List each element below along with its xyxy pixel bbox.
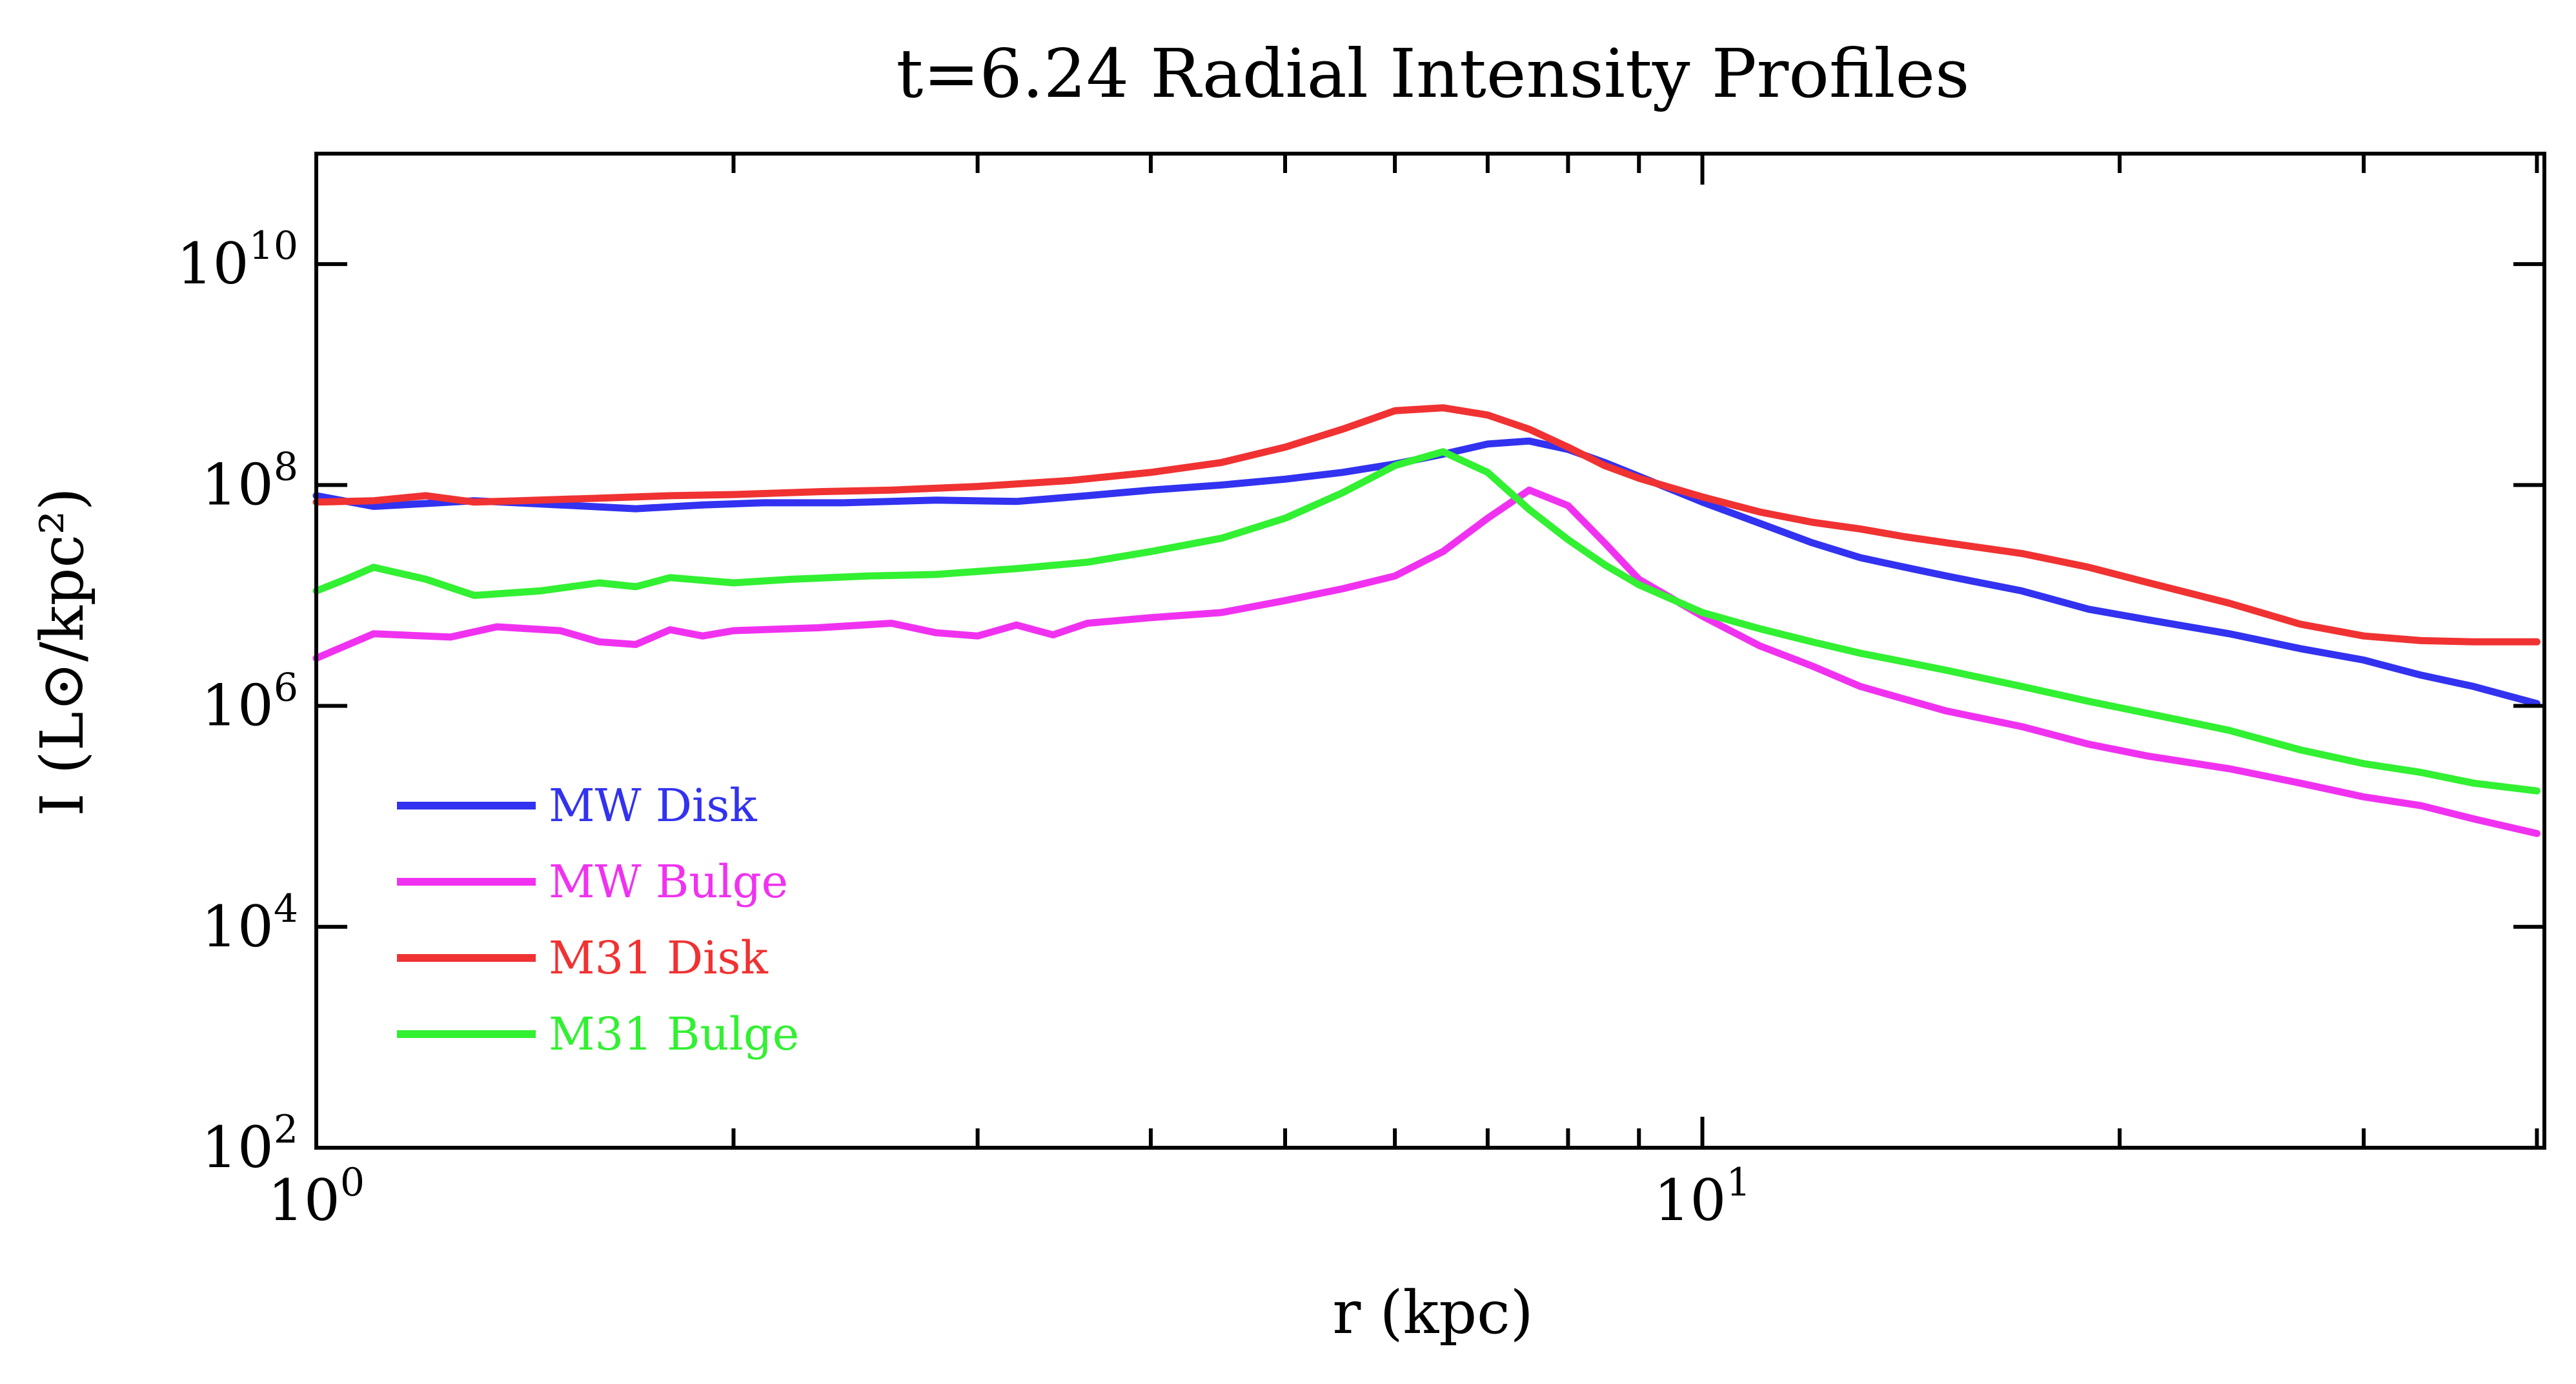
y-tick-label-exponent: 8 [274,444,298,489]
y-tick-label-exponent: 4 [274,886,298,931]
y-tick-label-base: 10 [201,893,274,960]
series-line-2 [312,404,2541,646]
x-axis-label: r (kpc) [1332,1278,1533,1347]
x-tick-label-base: 10 [1654,1167,1726,1234]
y-tick-label: 102 [201,1107,298,1181]
legend-label-2: M31 Disk [549,931,768,984]
series-layer [312,404,2541,837]
x-tick-label: 101 [1654,1160,1750,1234]
y-tick-label-exponent: 10 [249,223,298,269]
y-tick-label: 104 [201,886,298,960]
series-line-3 [312,448,2541,795]
legend-label-0: MW Disk [549,779,757,832]
y-tick-label-base: 10 [177,230,249,297]
y-tick-label-exponent: 6 [274,666,298,711]
legend-label-1: MW Bulge [549,855,788,908]
y-tick-label: 106 [201,666,298,739]
legend-label-3: M31 Bulge [549,1008,799,1061]
y-tick-label: 108 [201,444,298,518]
legend: MW Disk MW Bulge M31 Disk M31 Bulge [397,779,799,1061]
chart-title: t=6.24 Radial Intensity Profiles [897,34,1970,113]
x-tick-label-exponent: 1 [1726,1160,1750,1205]
y-tick-label: 1010 [177,223,298,297]
x-tick-label-exponent: 0 [340,1160,365,1205]
y-axis-label: I (L⊙/kpc²) [28,487,97,817]
series-line-0 [312,437,2541,707]
plot-frame [314,152,2546,1150]
y-tick-label-base: 10 [201,451,274,518]
y-tick-label-exponent: 2 [274,1107,298,1152]
y-tick-label-base: 10 [201,673,274,739]
x-tick-label: 100 [268,1160,365,1234]
x-tick-label-base: 10 [268,1167,340,1234]
series-line-1 [312,486,2541,837]
y-tick-label-base: 10 [201,1114,274,1181]
